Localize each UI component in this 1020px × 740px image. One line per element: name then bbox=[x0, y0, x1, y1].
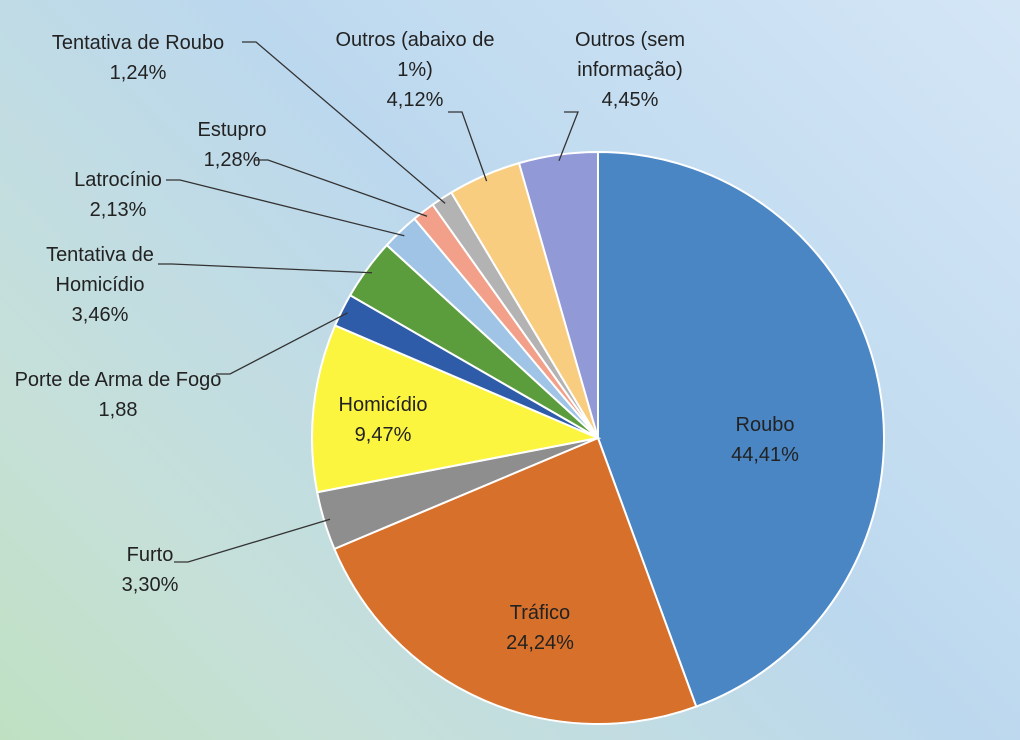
leader-line bbox=[174, 518, 331, 563]
pie-slice bbox=[517, 150, 599, 439]
slice-value: 9,47% bbox=[354, 424, 412, 446]
slice-label: Furto 3,30% bbox=[100, 540, 200, 600]
slice-label: Porte de Arma de Fogo 1,88 bbox=[8, 365, 228, 425]
slice-name: Tráfico bbox=[509, 602, 571, 624]
leader-line bbox=[242, 41, 446, 204]
slice-value: 24,24% bbox=[506, 632, 574, 654]
slice-name: Estupro bbox=[197, 119, 267, 141]
slice-label: Tráfico 24,24% bbox=[475, 598, 605, 658]
leader-line bbox=[166, 179, 405, 237]
slice-label: Tentativa de Homicídio 3,46% bbox=[15, 240, 185, 330]
slice-name: Roubo bbox=[735, 414, 795, 436]
slice-value: 3,30% bbox=[121, 574, 179, 596]
leader-line bbox=[216, 312, 348, 375]
slice-label: Roubo 44,41% bbox=[700, 410, 830, 470]
slice-value: 1,88 bbox=[98, 399, 138, 421]
slice-name: Tentativa de Roubo bbox=[51, 32, 225, 54]
slice-name: Tentativa de Homicídio bbox=[46, 244, 154, 296]
slice-value: 4,12% bbox=[386, 89, 444, 111]
pie-slice bbox=[311, 324, 602, 494]
pie-slice bbox=[333, 436, 698, 725]
slice-value: 4,45% bbox=[601, 89, 659, 111]
slice-name: Porte de Arma de Fogo bbox=[14, 369, 222, 391]
slice-value: 3,46% bbox=[71, 304, 129, 326]
slice-value: 2,13% bbox=[89, 199, 147, 221]
slice-value: 1,24% bbox=[109, 62, 167, 84]
slice-label: Estupro 1,28% bbox=[177, 115, 287, 175]
leader-line bbox=[448, 111, 488, 182]
leader-line bbox=[558, 111, 579, 161]
slice-name: Latrocínio bbox=[74, 169, 162, 191]
slice-label: Tentativa de Roubo 1,24% bbox=[18, 28, 258, 88]
slice-value: 44,41% bbox=[731, 444, 799, 466]
slice-label: Homicídio 9,47% bbox=[318, 390, 448, 450]
slice-name: Furto bbox=[126, 544, 174, 566]
slice-name: Outros (abaixo de 1%) bbox=[335, 29, 495, 81]
leader-line bbox=[254, 159, 428, 217]
slice-label: Outros (abaixo de 1%) 4,12% bbox=[315, 25, 515, 115]
pie-slice bbox=[597, 150, 885, 708]
slice-label: Outros (sem informação) 4,45% bbox=[555, 25, 705, 115]
slice-name: Outros (sem informação) bbox=[574, 29, 686, 81]
slice-value: 1,28% bbox=[203, 149, 261, 171]
leader-line bbox=[158, 263, 372, 274]
slice-name: Homicídio bbox=[338, 394, 428, 416]
slice-label: Latrocínio 2,13% bbox=[53, 165, 183, 225]
